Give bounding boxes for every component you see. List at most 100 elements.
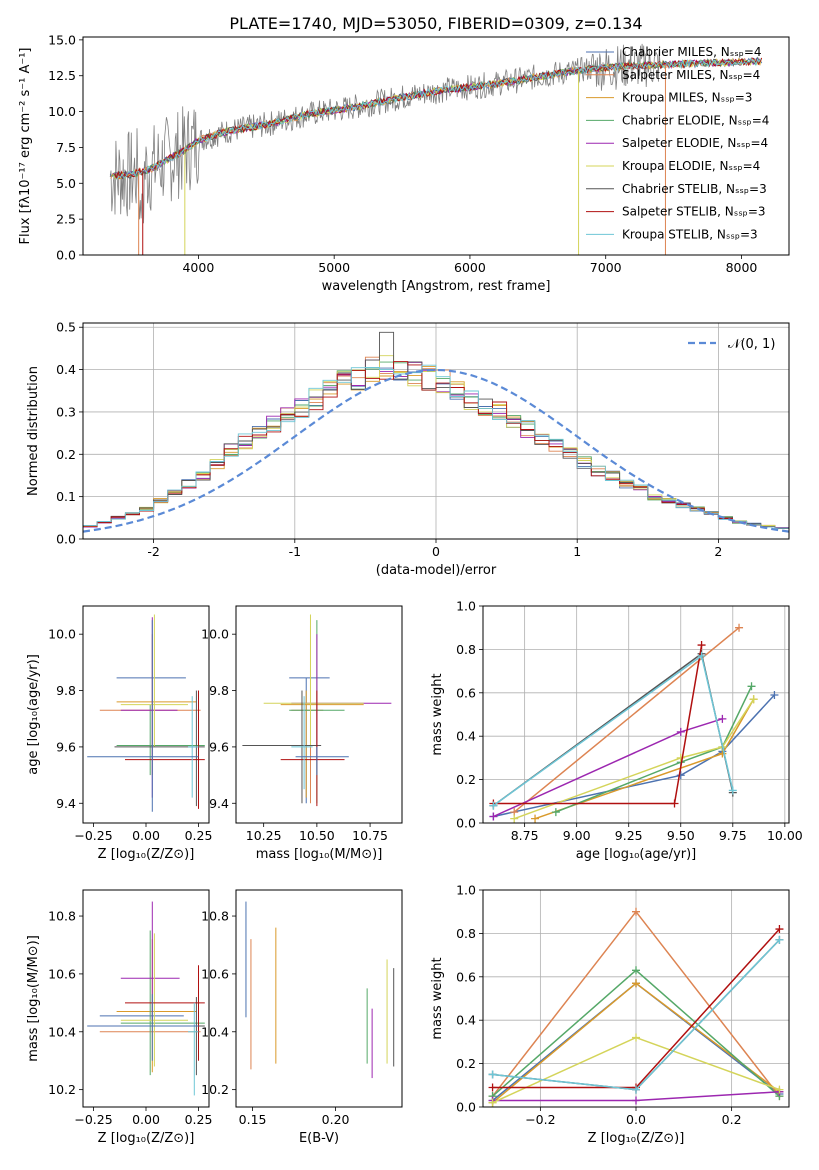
legend-label: Kroupa STELIB, Nₛₛₚ=3 <box>622 227 758 241</box>
legend-label: Salpeter MILES, Nₛₛₚ=4 <box>622 68 760 82</box>
mass-vs-ebv-plot-area <box>245 901 395 1079</box>
axes-frame <box>82 889 210 1108</box>
y-tick-label: 1.0 <box>456 883 476 898</box>
y-axis-label: Normed distribution <box>26 366 41 496</box>
age-vs-mass-axes: 10.25 10.50 10.75 9.4 9.6 9.8 10.0 mass [log₁₀(… <box>201 605 403 862</box>
residual-histogram-line <box>83 355 789 529</box>
weight-point-marker <box>632 1033 640 1042</box>
x-tick-label: 6000 <box>454 260 486 275</box>
weight-point-marker <box>697 651 706 660</box>
legend-label: 𝒩(0, 1) <box>728 337 775 352</box>
y-axis-label: mass weight <box>430 673 445 755</box>
x-tick-label: 0.25 <box>185 1112 213 1127</box>
x-axis-label: Z [log₁₀(Z/Z⊙)] <box>98 847 195 862</box>
weight-point-marker <box>632 1085 640 1094</box>
y-tick-label: 0.0 <box>56 532 76 547</box>
x-tick-label: 0.2 <box>722 1112 742 1127</box>
weight-point-marker <box>632 907 640 916</box>
x-tick-label: 9.25 <box>615 828 643 843</box>
y-tick-label: 10.4 <box>201 1024 229 1039</box>
legend-label: Kroupa ELODIE, Nₛₛₚ=4 <box>622 159 760 173</box>
y-axis-label: age [log₁₀(age/yr)] <box>26 654 41 775</box>
gaussian-reference-curve <box>83 368 789 533</box>
weight-point-marker <box>632 1096 640 1105</box>
x-tick-label: 9.50 <box>667 828 695 843</box>
weight-point-marker <box>510 814 519 823</box>
y-tick-label: 12.5 <box>48 68 76 83</box>
x-axis-label: wavelength [Angstrom, rest frame] <box>322 279 551 294</box>
x-tick-label: 10.00 <box>767 828 803 843</box>
y-tick-label: 0.0 <box>56 248 76 263</box>
residual-histogram-line <box>83 364 789 529</box>
weight-point-marker <box>531 814 540 823</box>
x-tick-label: 0.20 <box>322 1112 350 1127</box>
y-tick-label: 10.8 <box>201 909 229 924</box>
mass-vs-Z-axes: −0.25 0.00 0.25 10.2 10.4 10.6 10.8 Z [log₁₀(Z/… <box>26 889 213 1146</box>
x-tick-label: 0.15 <box>239 1112 267 1127</box>
x-tick-label: -1 <box>289 544 301 559</box>
legend-label: Salpeter STELIB, Nₛₛₚ=3 <box>622 205 766 219</box>
x-tick-label: 0.25 <box>185 828 213 843</box>
x-tick-label: 4000 <box>182 260 214 275</box>
residual-histogram-line <box>83 361 789 529</box>
y-tick-label: 10.2 <box>48 1082 76 1097</box>
y-tick-label: 1.0 <box>456 599 476 614</box>
y-axis-label: mass [log₁₀(M/M⊙)] <box>26 935 41 1062</box>
y-tick-label: 10.0 <box>201 627 229 642</box>
y-tick-label: 10.2 <box>201 1082 229 1097</box>
mass-vs-Z-plot-area <box>87 901 205 1096</box>
weight-point-marker <box>718 714 727 723</box>
x-tick-label: 1 <box>573 544 581 559</box>
y-tick-label: 0.4 <box>456 729 476 744</box>
weight-point-marker <box>728 786 737 795</box>
weight-point-marker <box>488 1083 497 1092</box>
weight-point-marker <box>488 1098 497 1107</box>
axes-frame <box>82 36 790 256</box>
weight-vs-age-plot-area <box>483 606 789 823</box>
weight-point-marker <box>775 925 784 934</box>
y-tick-label: 0.2 <box>456 772 476 787</box>
legend-label: Salpeter ELODIE, Nₛₛₚ=4 <box>622 136 768 150</box>
weight-series-line <box>555 685 753 813</box>
x-axis-label: Z [log₁₀(Z/Z⊙)] <box>98 1131 195 1146</box>
y-tick-label: 5.0 <box>56 176 76 191</box>
x-tick-label: 8.75 <box>511 828 539 843</box>
x-tick-label: 0.00 <box>132 828 160 843</box>
axes-frame <box>235 889 403 1108</box>
weight-vs-age-axes: 8.75 9.00 9.25 9.50 9.75 10.00 0.0 0.2 0.4 0.6 0.8… <box>430 599 803 863</box>
weight-series-line <box>493 694 775 818</box>
weight-point-marker <box>488 1070 497 1079</box>
spectrum-plot-area <box>109 43 763 255</box>
y-tick-label: 0.3 <box>56 404 76 419</box>
x-axis-label: age [log₁₀(age/yr)] <box>576 847 697 862</box>
model-spectrum-line <box>115 57 762 180</box>
x-tick-label: 10.75 <box>352 828 388 843</box>
y-tick-label: 0.0 <box>456 1100 476 1115</box>
x-tick-label: 0.00 <box>132 1112 160 1127</box>
weight-point-marker <box>551 808 560 817</box>
y-tick-label: 0.4 <box>456 1013 476 1028</box>
x-tick-label: 10.50 <box>299 828 335 843</box>
weight-point-marker <box>749 695 758 704</box>
x-tick-label: 0 <box>432 544 440 559</box>
x-tick-label: −0.2 <box>525 1112 555 1127</box>
weight-point-marker <box>735 623 744 632</box>
y-tick-label: 9.4 <box>56 796 76 811</box>
x-axis-label: mass [log₁₀(M/M⊙)] <box>256 847 383 862</box>
y-tick-label: 0.8 <box>456 926 476 941</box>
y-tick-label: 0.2 <box>56 447 76 462</box>
y-tick-label: 9.6 <box>56 739 76 754</box>
y-tick-label: 0.8 <box>456 642 476 657</box>
x-tick-label: 9.75 <box>719 828 747 843</box>
spectrum-axes: 4000 5000 6000 7000 8000 0.0 2.5 5.0 7.5 10.0 12.5… <box>18 32 790 294</box>
weight-point-marker <box>697 641 706 650</box>
axes-frame <box>82 605 210 824</box>
model-spectrum-line <box>114 57 763 180</box>
weight-point-marker <box>670 799 679 808</box>
legend-label: Chabrier STELIB, Nₛₛₚ=3 <box>622 182 767 196</box>
axes-frame <box>482 889 790 1108</box>
axes-frame <box>482 605 790 824</box>
weight-point-marker <box>676 753 685 762</box>
y-tick-label: 10.0 <box>48 627 76 642</box>
